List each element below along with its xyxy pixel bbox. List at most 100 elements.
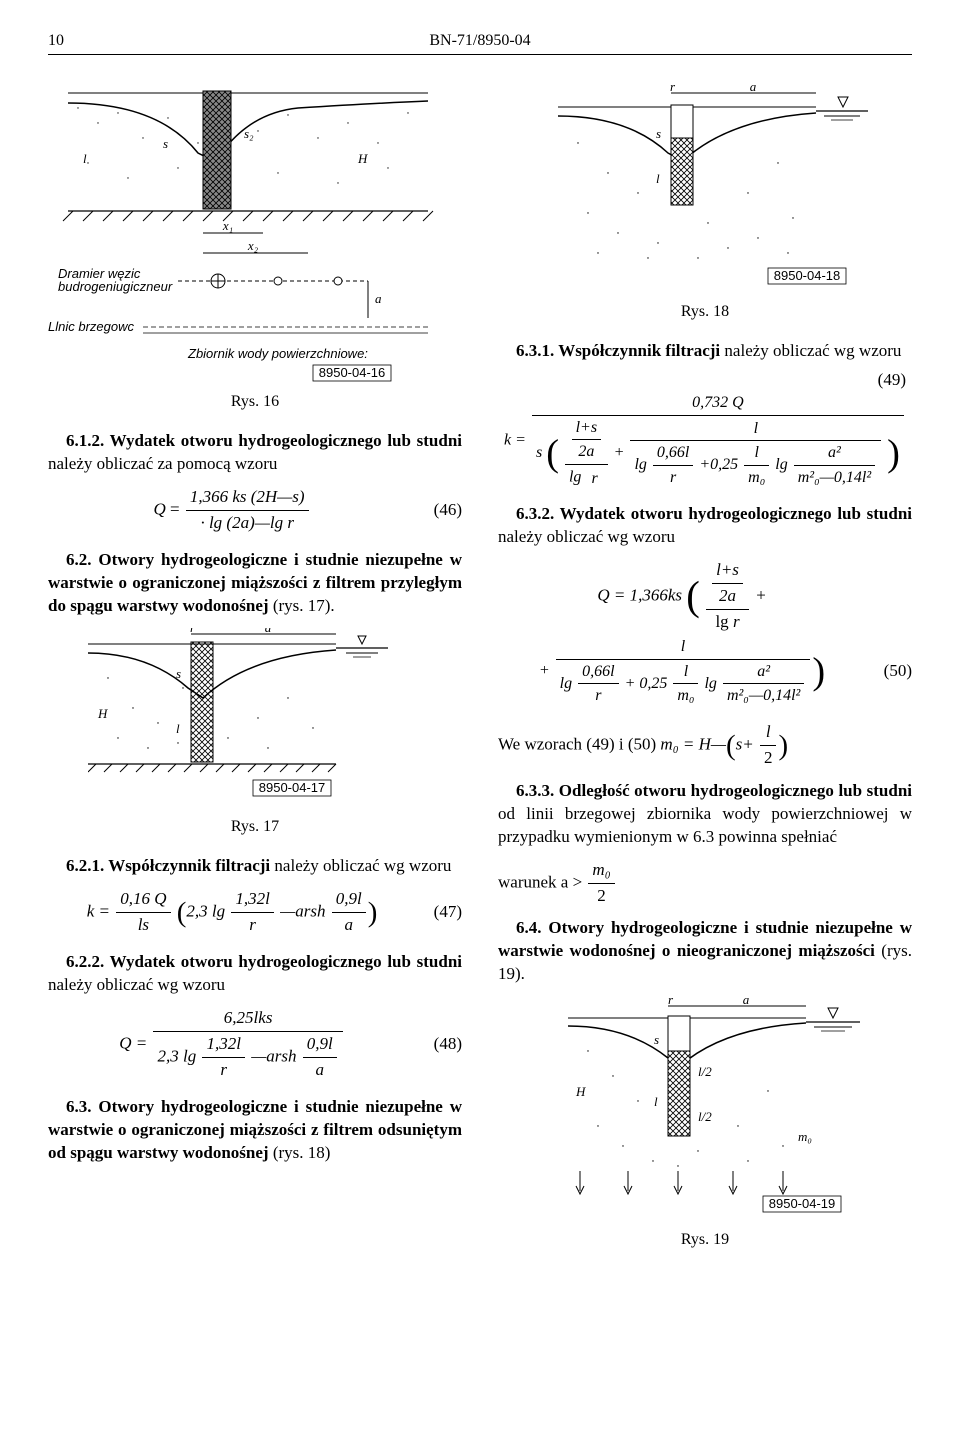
- svg-text:s₂: s₂: [244, 126, 254, 141]
- svg-text:l: l: [656, 171, 660, 186]
- note-c: s+: [736, 734, 758, 753]
- paragraph-6-3-1: 6.3.1. Współczynnik filtracji należy obl…: [498, 340, 912, 363]
- eq48-bd1: r: [202, 1058, 244, 1082]
- figure-16: x₁ x₂ Dramier węzic budrogeniugiczneur a: [48, 83, 462, 383]
- paragraph-6-3-3-cond: warunek a > m₀ 2: [498, 859, 912, 908]
- paragraph-6-4: 6.4. Otwory hydrogeologiczne i studnie n…: [498, 917, 912, 986]
- note-fn: l: [766, 722, 771, 741]
- svg-text:8950-04-19: 8950-04-19: [769, 1196, 836, 1211]
- eq50-fcd: m²₀—0,14l²: [723, 684, 804, 707]
- note-a: We wzorach (49) i (50): [498, 734, 660, 753]
- eq49-k: k =: [504, 431, 530, 448]
- svg-text:a: a: [743, 996, 750, 1007]
- paragraph-6-2-1: 6.2.1. Współczynnik filtracji należy obl…: [48, 855, 462, 878]
- eq49-lg2: lg: [634, 456, 650, 473]
- p612-lead: 6.1.2. Wydatek otworu hydrogeologicznego…: [66, 431, 462, 450]
- eq46-den: · lg (2a)—lg r: [186, 511, 309, 535]
- svg-text:Zbiornik wody powierzchniowe:: Zbiornik wody powierzchniowe:: [187, 346, 368, 361]
- eq47-d3: a: [332, 913, 366, 937]
- svg-text:m₀: m₀: [798, 1129, 812, 1144]
- figure-17-caption: Rys. 17: [48, 816, 462, 838]
- eq49-plus1: +: [614, 444, 629, 461]
- svg-text:H: H: [357, 151, 368, 166]
- eq49-f1n: l+s: [572, 417, 601, 441]
- p633-cond-a: warunek a >: [498, 872, 586, 891]
- p64-text: 6.4. Otwory hydrogeologiczne i studnie n…: [498, 918, 912, 960]
- eq50-f1n: l+s: [712, 559, 743, 584]
- eq50-fcn: a²: [723, 661, 804, 685]
- paragraph-6-2-2: 6.2.2. Wydatek otworu hydrogeologicznego…: [48, 951, 462, 997]
- p62-text: 6.2. Otwory hydrogeologiczne i studnie n…: [48, 550, 462, 615]
- eq50-fan: 0,66l: [578, 661, 618, 685]
- eq50-p025: + 0,25: [621, 674, 672, 691]
- figure-19: r a s l H m₀ l/2 l/2 8950-04-19: [568, 996, 912, 1221]
- eq49-f4d: m²₀—0,14l²: [794, 466, 875, 489]
- eq49-f2d: r: [653, 466, 693, 489]
- right-column: r a s l 8950-04-18 Rys. 18 6.3.1. Współc…: [498, 83, 912, 1269]
- p632-rest: należy obliczać wg wzoru: [498, 527, 675, 546]
- eq47-k: k =: [87, 902, 115, 921]
- eq49-s: s: [536, 444, 546, 461]
- equation-50-row1: Q = 1,366ks ( l+s 2a lg r +: [498, 559, 912, 634]
- p633-lead: 6.3.3. Odległość otworu hydrogeologiczne…: [516, 781, 912, 800]
- eq50-f1m: 2a: [712, 584, 743, 608]
- eq49-f4n: a²: [794, 442, 875, 466]
- paragraph-6-3-2: 6.3.2. Wydatek otworu hydrogeologicznego…: [498, 503, 912, 549]
- eq48-bd2: a: [303, 1058, 337, 1082]
- eq50-innertop: l: [556, 636, 811, 660]
- paragraph-6-1-2: 6.1.2. Wydatek otworu hydrogeologicznego…: [48, 430, 462, 476]
- svg-text:8950-04-16: 8950-04-16: [319, 365, 386, 380]
- p622-rest: należy obliczać wg wzoru: [48, 975, 225, 994]
- svg-text:l: l: [176, 721, 180, 736]
- svg-text:l/2: l/2: [698, 1064, 712, 1079]
- eq49-p025: +0,25: [695, 456, 742, 473]
- svg-text:r: r: [668, 996, 674, 1007]
- eq48-bm: —arsh: [247, 1046, 301, 1065]
- eq50-Q: Q = 1,366ks: [597, 586, 686, 605]
- svg-text:H: H: [575, 1084, 586, 1099]
- eq49-number-top: (49): [498, 369, 906, 392]
- eq48-bn1: 1,32l: [202, 1033, 244, 1058]
- paragraph-6-3-3: 6.3.3. Odległość otworu hydrogeologiczne…: [498, 780, 912, 849]
- svg-text:l: l: [83, 151, 87, 166]
- svg-text:a: a: [265, 628, 272, 635]
- eq47-n3: 0,9l: [332, 888, 366, 913]
- figure-17: r a s l H 8950-04-17: [88, 628, 462, 808]
- eq48-Q: Q =: [119, 1033, 151, 1052]
- equation-49: k = 0,732 Q s ( l+s 2a: [498, 392, 912, 489]
- eq49-lg3: lg: [771, 456, 791, 473]
- p63-ref: (rys. 18): [269, 1143, 331, 1162]
- eq49-innertop: l: [630, 418, 881, 442]
- eq47-d2: r: [231, 913, 273, 937]
- eq48-top: 6,25lks: [153, 1007, 342, 1032]
- p633-cd: 2: [597, 886, 606, 905]
- eq49-f3n: l: [744, 442, 769, 466]
- note-b: m₀ = H—: [660, 734, 726, 753]
- page-number: 10: [48, 30, 64, 52]
- equation-48: Q = 6,25lks 2,3 lg 1,32l r —arsh 0,9l: [48, 1007, 462, 1082]
- eq48-bn2: 0,9l: [303, 1033, 337, 1058]
- eq46-number: (46): [416, 499, 462, 522]
- figure-18-caption: Rys. 18: [498, 301, 912, 323]
- svg-text:s: s: [656, 126, 661, 141]
- svg-text:x₂: x₂: [247, 238, 259, 253]
- eq46-num: 1,366 ks (2H—s): [186, 486, 309, 511]
- eq49-f2n: 0,66l: [653, 442, 693, 466]
- p631-rest: należy obliczać wg wzoru: [720, 341, 901, 360]
- eq46-Q: Q: [153, 499, 165, 518]
- eq50-lga: lg: [560, 674, 576, 691]
- eq47-a: 2,3 lg: [186, 902, 229, 921]
- paragraph-6-3: 6.3. Otwory hydrogeologiczne i studnie n…: [48, 1096, 462, 1165]
- eq50-number: (50): [866, 660, 912, 683]
- p633-cn: m₀: [592, 860, 610, 879]
- svg-text:a: a: [375, 291, 382, 306]
- eq48-number: (48): [416, 1033, 462, 1056]
- eq47-number: (47): [416, 901, 462, 924]
- running-header: 10 BN-71/8950-04 .: [48, 30, 912, 55]
- paragraph-6-2: 6.2. Otwory hydrogeologiczne i studnie n…: [48, 549, 462, 618]
- eq50-note: We wzorach (49) i (50) m₀ = H—(s+ l 2 ): [498, 721, 912, 770]
- svg-text:s: s: [654, 1032, 659, 1047]
- eq47-n2: 1,32l: [231, 888, 273, 913]
- eq47-den: ls: [116, 913, 170, 937]
- svg-text:l: l: [654, 1094, 658, 1109]
